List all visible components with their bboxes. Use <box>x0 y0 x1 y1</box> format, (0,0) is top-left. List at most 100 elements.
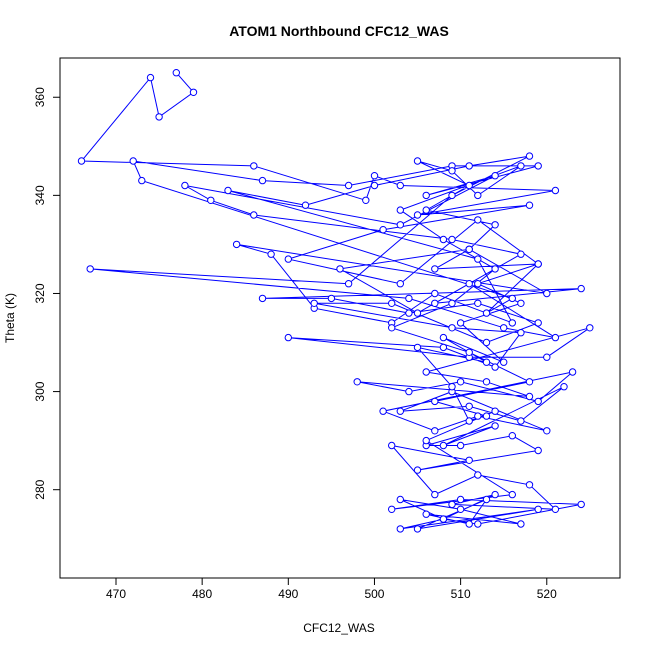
data-point <box>577 284 585 293</box>
data-point <box>388 441 396 450</box>
data-point <box>301 201 310 209</box>
data-point <box>439 235 448 244</box>
data-point <box>431 490 439 499</box>
data-point <box>491 490 499 499</box>
data-point <box>232 240 241 249</box>
data-point <box>405 309 413 317</box>
x-tick-label: 490 <box>278 587 298 601</box>
data-point <box>474 255 482 263</box>
data-point <box>517 250 525 258</box>
data-point <box>534 319 542 327</box>
y-axis-label: Theta (K) <box>3 293 17 343</box>
data-point <box>439 515 448 523</box>
data-point <box>456 505 465 513</box>
data-point <box>474 216 482 224</box>
plot-frame <box>59 57 621 579</box>
data-point <box>448 167 456 175</box>
data-point <box>207 196 215 205</box>
x-axis: 470 480 490 500 510 520 <box>106 577 557 601</box>
data-point <box>500 324 508 332</box>
data-point <box>224 186 232 195</box>
x-tick-label: 500 <box>364 587 384 601</box>
data-point <box>456 495 465 504</box>
data-point <box>181 181 189 190</box>
series-line <box>80 72 591 530</box>
data-point <box>439 343 448 352</box>
data-point <box>491 363 499 371</box>
y-tick-label: 340 <box>33 185 47 205</box>
data-point <box>482 495 491 504</box>
y-tick-label: 360 <box>33 87 47 107</box>
data-point <box>465 280 473 288</box>
data-point <box>250 162 258 170</box>
data-point <box>250 211 258 219</box>
data-point <box>413 211 422 219</box>
data-point <box>388 299 396 307</box>
data-point <box>525 481 534 489</box>
data-point <box>258 176 267 185</box>
data-point <box>534 446 542 455</box>
data-point <box>474 299 482 307</box>
data-point <box>77 157 86 165</box>
data-point <box>396 407 404 415</box>
data-point <box>379 407 387 415</box>
data-point <box>465 162 473 170</box>
data-point <box>448 235 456 244</box>
data-point <box>543 289 551 298</box>
data-point <box>172 69 181 77</box>
y-tick-label: 320 <box>33 283 47 303</box>
data-point <box>491 221 499 229</box>
data-point <box>431 289 439 298</box>
data-point <box>543 427 551 435</box>
data-point <box>439 441 448 450</box>
data-point <box>525 392 534 401</box>
data-point <box>491 422 499 430</box>
data-point <box>413 157 422 165</box>
data-point <box>413 466 422 474</box>
data-point <box>310 299 318 307</box>
data-point <box>422 191 430 200</box>
data-point <box>560 383 568 391</box>
data-point <box>362 196 370 205</box>
data-point <box>448 299 456 307</box>
data-point <box>517 417 525 425</box>
data-point <box>370 172 379 180</box>
data-point <box>456 441 465 450</box>
data-point <box>405 294 413 303</box>
data-point <box>474 471 482 479</box>
data-point <box>396 221 404 229</box>
data-point <box>525 201 534 209</box>
data-point <box>508 490 516 499</box>
data-point <box>517 162 525 170</box>
data-point <box>465 181 473 190</box>
data-point <box>86 265 94 273</box>
data-point <box>474 412 482 420</box>
data-point <box>431 265 439 273</box>
y-tick-label: 280 <box>33 479 47 499</box>
data-point <box>284 333 292 342</box>
data-point <box>396 525 404 533</box>
data-point <box>396 206 404 214</box>
data-point <box>388 505 396 513</box>
data-point <box>551 186 560 195</box>
data-point <box>551 333 560 342</box>
data-point <box>336 265 344 273</box>
data-point <box>284 255 292 263</box>
data-point <box>534 260 542 268</box>
data-point <box>422 436 430 445</box>
x-tick-label: 510 <box>451 587 471 601</box>
data-point <box>517 520 525 528</box>
data-point <box>396 280 404 288</box>
data-point <box>465 417 473 425</box>
data-point <box>138 176 146 185</box>
data-point <box>431 397 439 406</box>
data-point <box>465 456 473 464</box>
data-point <box>474 191 482 200</box>
data-point <box>456 378 465 386</box>
data-point <box>439 333 448 342</box>
y-axis: 280 300 320 340 360 <box>33 87 61 500</box>
data-point <box>517 329 525 337</box>
chart-title: ATOM1 Northbound CFC12_WAS <box>229 23 449 39</box>
data-point <box>568 368 577 376</box>
